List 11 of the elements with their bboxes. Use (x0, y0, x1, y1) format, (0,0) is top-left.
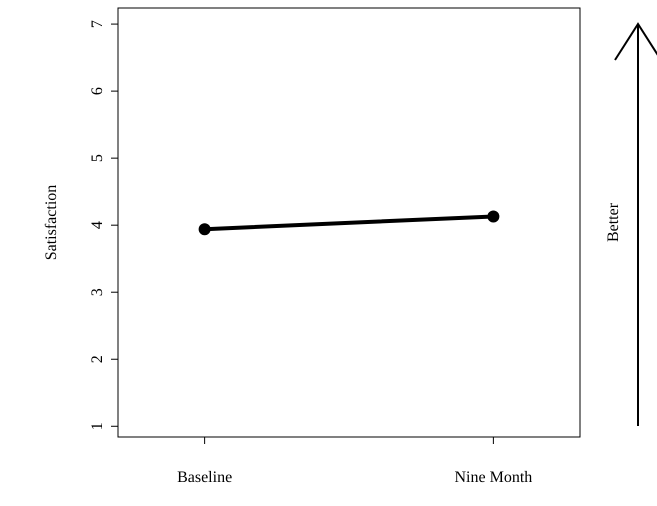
y-tick-label: 2 (89, 355, 106, 364)
y-tick-label: 3 (89, 288, 106, 296)
x-tick-label: Nine Month (454, 469, 532, 486)
y-tick-label: 4 (89, 221, 106, 230)
y-tick-label: 7 (89, 20, 106, 28)
x-tick-label: Baseline (177, 469, 232, 486)
y-tick-label: 6 (89, 87, 106, 96)
y-tick-label: 5 (89, 154, 106, 162)
y-axis-title: Satisfaction (43, 184, 60, 260)
y-tick-label: 1 (89, 422, 106, 430)
text: Better (605, 202, 622, 242)
